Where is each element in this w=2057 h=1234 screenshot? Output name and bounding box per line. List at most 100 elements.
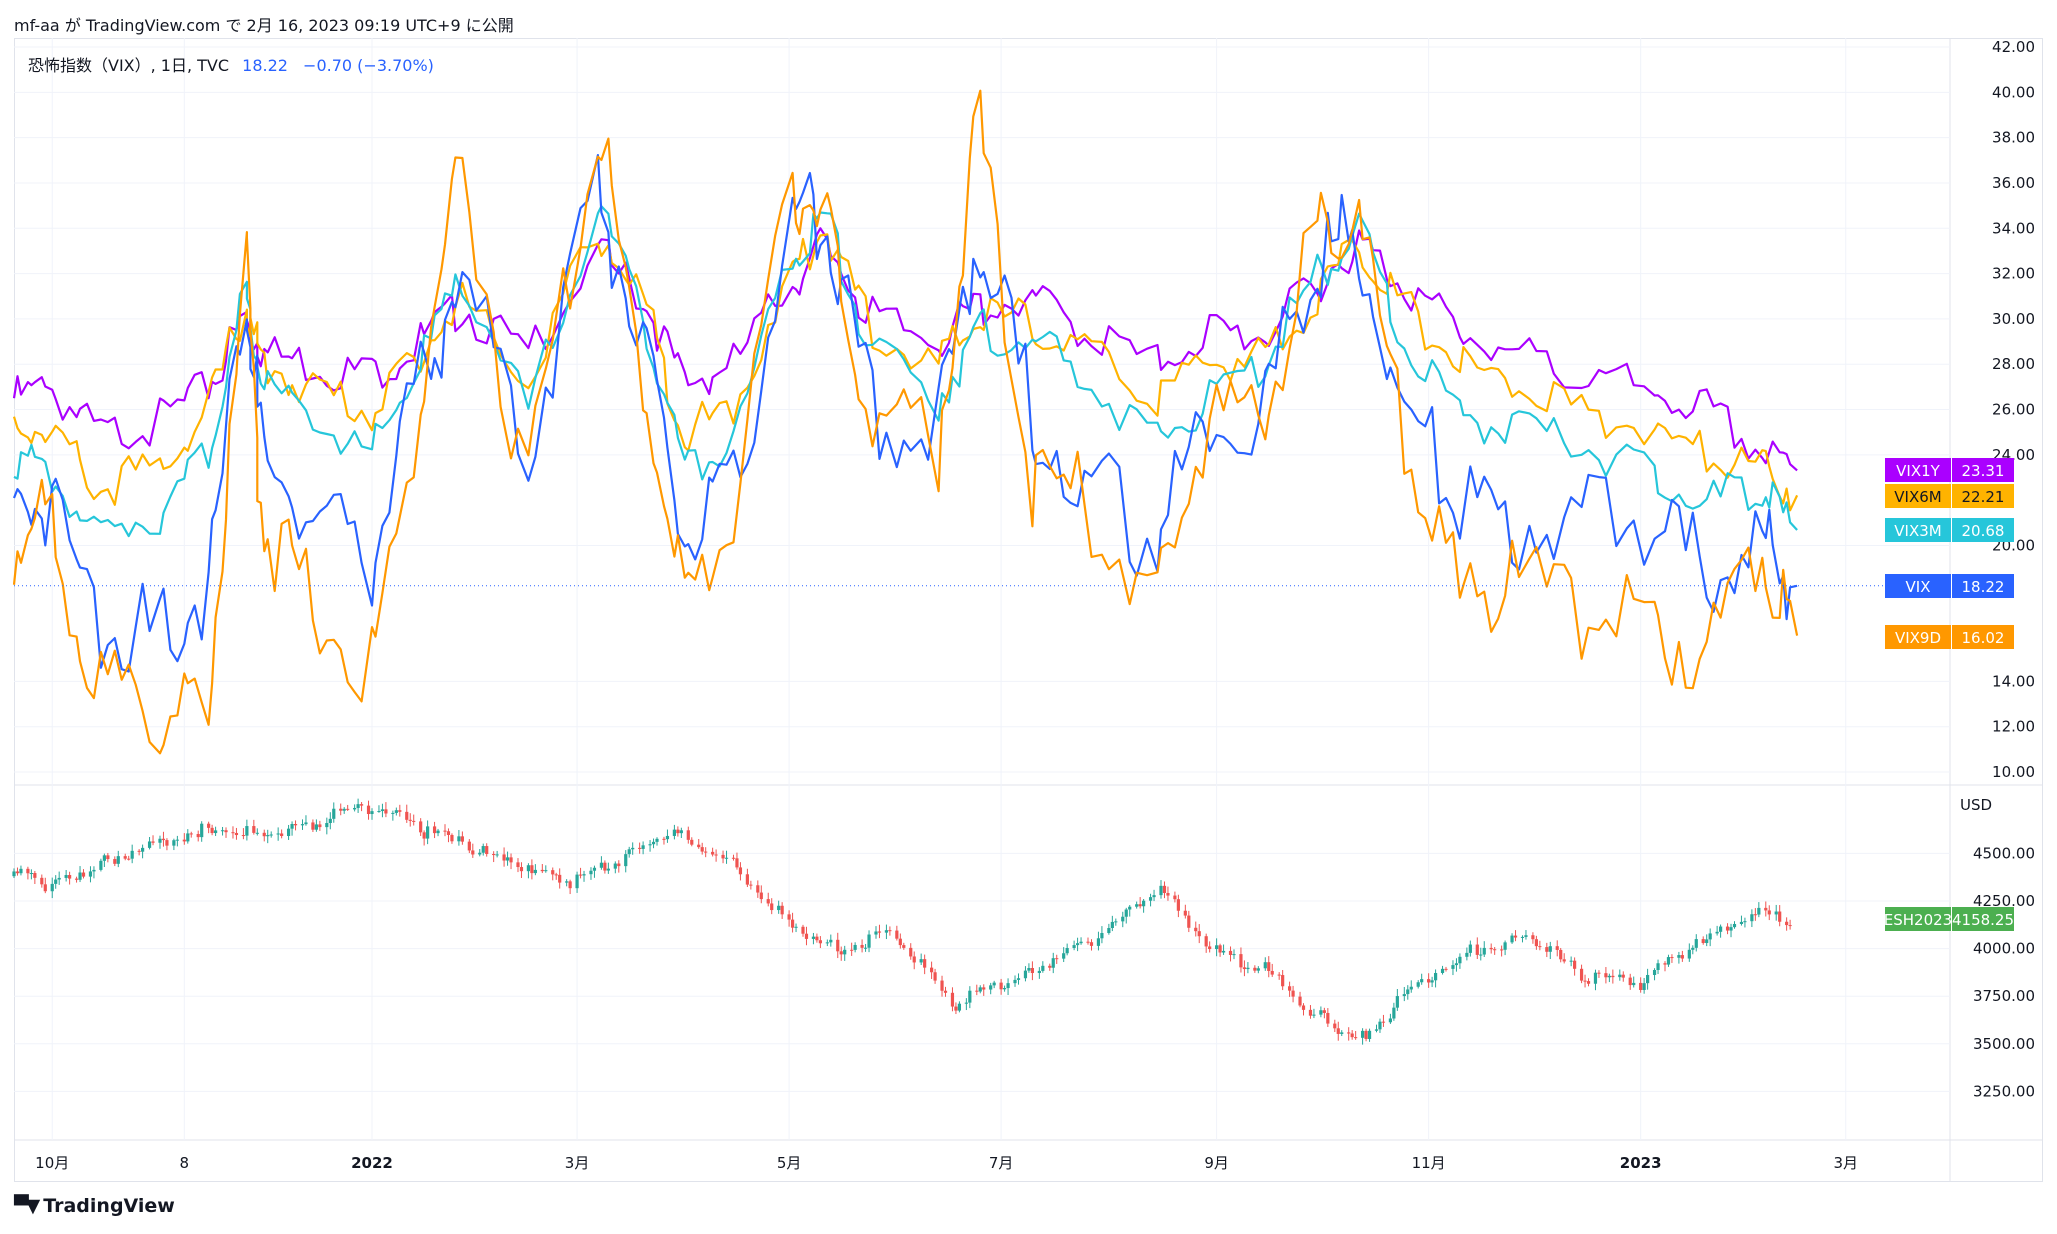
candle-body	[1785, 921, 1789, 926]
time-tick-label: 7月	[989, 1154, 1014, 1172]
candle-body	[589, 870, 593, 875]
candle-body	[1715, 931, 1719, 934]
es-axis-tick: 4250.00	[1973, 892, 2035, 910]
candle-body	[1055, 958, 1059, 960]
series-line-vix3m	[13, 205, 1798, 538]
vix-axis-tick: 32.00	[1992, 265, 2035, 283]
candle-body	[943, 990, 948, 993]
candle-body	[1628, 977, 1632, 986]
candle-body	[1242, 967, 1247, 970]
candle-body	[551, 870, 555, 875]
candle-body	[1618, 974, 1622, 978]
candle-body	[1395, 996, 1399, 1008]
candle-body	[888, 930, 892, 932]
vix-axis-tick: 14.00	[1992, 672, 2035, 690]
candle-body	[481, 846, 485, 853]
candle-body	[102, 855, 106, 861]
candle-body	[1246, 967, 1250, 970]
time-tick-label: 5月	[777, 1154, 802, 1172]
vix-axis-tick: 34.00	[1992, 219, 2035, 237]
candle-body	[1110, 921, 1114, 929]
candle-body	[1555, 946, 1559, 950]
candle-body	[895, 930, 899, 939]
series-line-vix	[12, 154, 1798, 673]
tag-name-box	[1885, 625, 1951, 649]
candle-body	[1433, 972, 1438, 981]
tag-name: ESH2023	[1884, 911, 1952, 929]
tag-value-box	[1952, 907, 2014, 931]
candle-body	[1687, 949, 1691, 959]
candle-body	[592, 867, 597, 871]
time-tick-label: 8	[180, 1154, 190, 1172]
candle-body	[1267, 962, 1271, 971]
candle-body	[1666, 957, 1671, 965]
candle-body	[1475, 944, 1479, 955]
candle-body	[1374, 1029, 1379, 1031]
series-line-vix1y	[12, 227, 1798, 472]
candle-body	[1114, 921, 1118, 923]
candle-body	[99, 860, 103, 870]
candle-body	[443, 830, 447, 832]
candle-body	[533, 869, 537, 874]
candle-body	[1454, 963, 1459, 966]
candle-body	[724, 857, 729, 859]
candle-body	[1256, 968, 1260, 971]
time-tick-label: 9月	[1204, 1154, 1229, 1172]
candle-body	[801, 926, 805, 934]
candle-body	[1162, 885, 1167, 893]
candle-body	[78, 872, 82, 880]
candle-body	[113, 859, 117, 864]
candle-body	[568, 881, 572, 889]
candle-body	[794, 926, 798, 928]
candle-body	[40, 877, 44, 885]
candle-body	[1124, 909, 1128, 917]
candle-body	[627, 849, 631, 855]
candle-body	[686, 830, 690, 840]
candle-body	[74, 878, 79, 880]
candle-body	[1416, 982, 1420, 987]
candle-body	[1006, 983, 1010, 989]
candle-body	[1072, 945, 1076, 948]
candle-body	[467, 841, 471, 851]
candle-body	[975, 990, 979, 992]
candle-body	[704, 851, 708, 853]
candle-body	[1388, 1018, 1393, 1023]
candle-body	[919, 959, 923, 963]
candle-body	[165, 840, 169, 846]
symbol-last-value: 18.22	[242, 56, 288, 75]
candle-body	[1218, 945, 1222, 953]
candle-body	[1253, 967, 1257, 971]
candle-body	[1764, 907, 1768, 911]
candle-body	[266, 835, 270, 837]
candle-body	[280, 833, 284, 837]
symbol-legend[interactable]: 恐怖指数（VIX）, 1日, TVC 18.22 −0.70 (−3.70%)	[28, 52, 434, 76]
tradingview-logo[interactable]: ▀▼ TradingView	[14, 1195, 175, 1217]
candle-body	[526, 865, 531, 872]
candle-body	[1611, 975, 1615, 978]
candle-body	[662, 838, 666, 840]
candle-body	[130, 850, 134, 859]
candle-body	[933, 972, 937, 981]
series-line-vix6m	[12, 233, 1799, 512]
candle-body	[1743, 921, 1747, 923]
candle-body	[189, 833, 193, 835]
candle-body	[1750, 914, 1754, 922]
candle-body	[1065, 947, 1069, 954]
vix-axis-tick: 36.00	[1992, 174, 2035, 192]
candle-body	[1409, 986, 1413, 990]
candle-body	[516, 862, 520, 868]
tag-name-box	[1885, 907, 1951, 931]
candle-body	[286, 828, 291, 837]
candle-body	[1364, 1030, 1368, 1039]
candle-body	[1347, 1032, 1351, 1034]
candle-body	[1402, 994, 1406, 997]
time-tick-label: 3月	[565, 1154, 590, 1172]
candle-body	[88, 871, 93, 877]
candle-body	[641, 845, 645, 849]
candle-body	[377, 811, 381, 813]
candle-body	[231, 832, 235, 834]
es-axis-tick: 3250.00	[1973, 1082, 2035, 1100]
candle-body	[999, 982, 1003, 990]
candle-body	[1308, 1009, 1313, 1016]
